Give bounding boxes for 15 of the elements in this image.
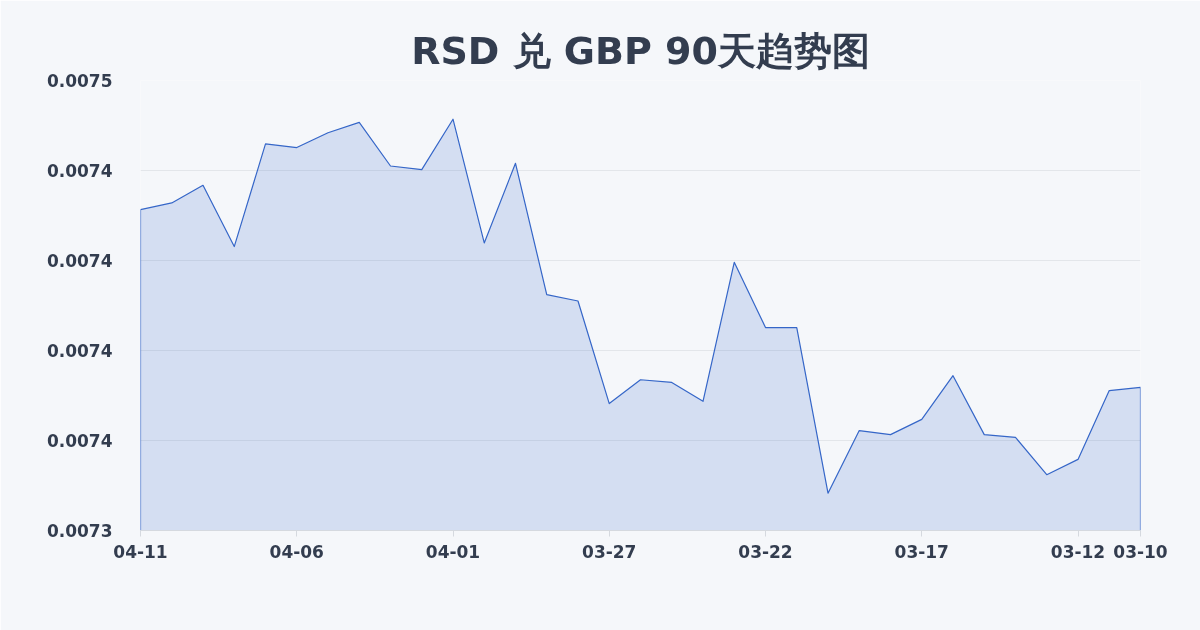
x-tick-label: 04-11 <box>113 541 168 562</box>
y-tick-label: 0.0074 <box>46 431 113 451</box>
y-tick-label: 0.0073 <box>46 521 113 541</box>
x-tick-label: 03-17 <box>894 541 949 562</box>
x-tick-label: 04-01 <box>425 541 481 562</box>
x-tick-label: 03-27 <box>582 541 637 562</box>
y-tick-label: 0.0074 <box>46 161 113 181</box>
x-tick-label: 03-10 <box>1113 541 1168 562</box>
x-tick-label: 04-06 <box>269 541 324 562</box>
x-tick-label: 03-22 <box>738 541 793 562</box>
y-tick-label: 0.0074 <box>46 251 113 271</box>
chart-title: RSD 兑 GBP 90天趋势图 <box>411 28 870 73</box>
y-tick-label: 0.0075 <box>46 71 113 91</box>
y-tick-label: 0.0074 <box>46 341 113 361</box>
x-tick-label: 03-12 <box>1050 541 1106 562</box>
